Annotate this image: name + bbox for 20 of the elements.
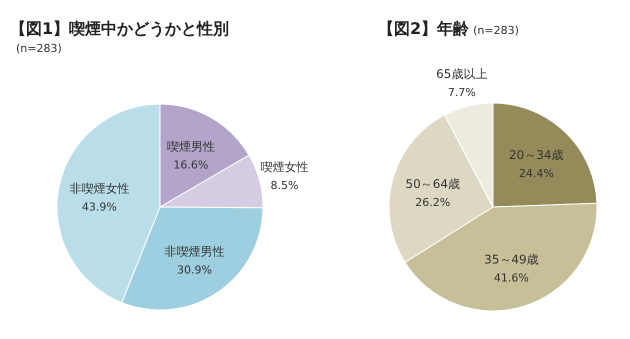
slice-label: 非喫煙男性 [164, 244, 224, 258]
chart-subtitle: (n=283) [473, 24, 519, 37]
data-label: 7.7% [448, 86, 476, 99]
data-label: 8.5% [270, 178, 298, 192]
slice-label: 50～64歳 [405, 176, 460, 191]
chart-subtitle: (n=283) [16, 42, 62, 55]
data-label: 30.9% [176, 263, 212, 276]
slice-label: 喫煙男性 [166, 139, 215, 154]
chart-title: 【図2】年齢 [378, 19, 470, 38]
slice-label: 20～34歳 [509, 148, 564, 162]
slice-label: 非喫煙女性 [69, 181, 130, 196]
slice-label: 65歳以上 [436, 66, 488, 81]
slice-label: 35～49歳 [484, 252, 539, 267]
data-label: 41.6% [494, 272, 529, 285]
data-label: 24.4% [518, 167, 554, 180]
slice-label: 喫煙女性 [260, 160, 308, 174]
data-label: 16.6% [173, 158, 208, 172]
data-label: 43.9% [82, 200, 117, 214]
data-label: 26.2% [415, 196, 450, 209]
chart-title: 【図1】喫煙中かどうかと性別 [10, 19, 230, 38]
